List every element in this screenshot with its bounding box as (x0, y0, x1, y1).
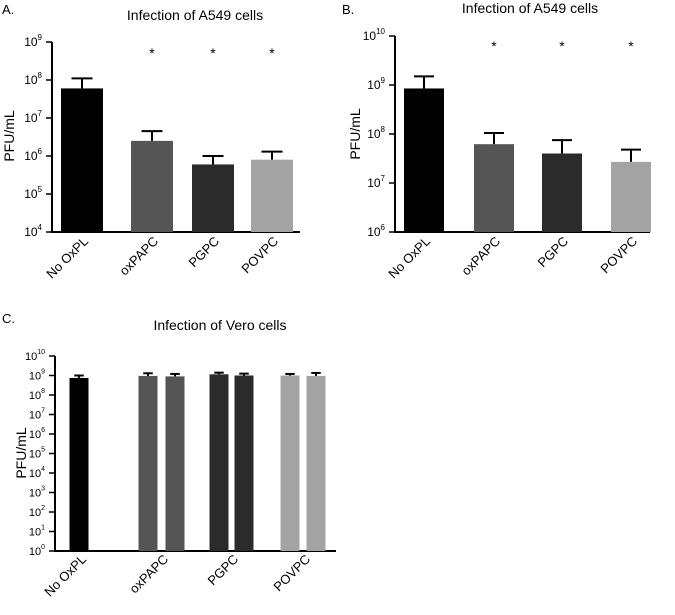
panel-label: B. (342, 2, 354, 17)
x-tick-label: POVPC (270, 552, 313, 595)
y-tick-label: 101 (29, 525, 45, 539)
x-tick-label: No OxPL (41, 552, 89, 600)
y-tick-label: 104 (29, 466, 45, 480)
bar (165, 376, 185, 551)
y-tick-label: 107 (367, 174, 385, 190)
bar (209, 374, 229, 551)
x-tick-label: oxPAPC (126, 552, 171, 597)
panel-label: A. (2, 2, 14, 17)
x-tick-label: POVPC (238, 234, 281, 277)
x-tick-label: POVPC (597, 234, 640, 277)
y-tick-label: 105 (24, 185, 42, 201)
significance-marker: * (210, 45, 216, 61)
y-axis-label: PFU/mL (13, 427, 29, 479)
x-tick-label: PGPC (534, 234, 571, 271)
y-tick-label: 100 (29, 544, 45, 558)
x-tick-label: No OxPL (43, 234, 91, 282)
bar (542, 153, 582, 232)
y-tick-label: 109 (29, 369, 45, 383)
y-tick-label: 107 (29, 408, 45, 422)
y-tick-label: 103 (29, 486, 45, 500)
significance-marker: * (149, 45, 155, 61)
x-tick-label: No OxPL (385, 234, 433, 282)
chart-title: Infection of A549 cells (462, 0, 598, 16)
x-tick-label: oxPAPC (116, 234, 161, 279)
significance-marker: * (491, 38, 497, 54)
bar (138, 375, 158, 551)
x-tick-label: PGPC (185, 234, 222, 271)
y-tick-label: 106 (367, 223, 385, 239)
y-tick-label: 106 (29, 427, 45, 441)
significance-marker: * (269, 45, 275, 61)
y-tick-label: 108 (367, 125, 385, 141)
y-tick-label: 108 (24, 71, 42, 87)
chart-panel-3: C. Infection of Vero cells PFU/mL 100 101 102… (2, 311, 336, 599)
y-tick-label: 102 (29, 505, 45, 519)
y-tick-label: 109 (24, 33, 42, 49)
bar (61, 88, 103, 232)
y-axis-label: PFU/mL (347, 108, 363, 160)
significance-marker: * (628, 38, 634, 54)
y-tick-label: 1010 (363, 27, 386, 43)
chart-title: Infection of A549 cells (127, 7, 263, 23)
chart-panel-2: B. Infection of A549 cells PFU/mL 106 107 108… (342, 0, 651, 281)
bar (474, 144, 514, 232)
y-tick-label: 1010 (25, 349, 45, 363)
y-tick-label: 109 (367, 76, 385, 92)
bar (69, 377, 89, 551)
bar (192, 164, 234, 232)
panel-label: C. (2, 311, 15, 326)
chart-title: Infection of Vero cells (153, 317, 286, 333)
bar (234, 375, 254, 551)
x-tick-label: oxPAPC (458, 234, 503, 279)
y-tick-label: 108 (29, 388, 45, 402)
bar (280, 375, 300, 551)
y-tick-label: 106 (24, 147, 42, 163)
y-axis-label: PFU/mL (1, 110, 17, 162)
y-tick-label: 104 (24, 223, 42, 239)
bar (251, 159, 293, 232)
bar (404, 88, 444, 233)
y-tick-label: 107 (24, 109, 42, 125)
significance-marker: * (559, 38, 565, 54)
bar (306, 375, 326, 551)
chart-panel-1: A. Infection of A549 cells PFU/mL 104 105 106… (1, 2, 300, 281)
x-tick-label: PGPC (204, 552, 241, 589)
y-tick-label: 105 (29, 447, 45, 461)
bar (131, 140, 173, 232)
bar (611, 161, 651, 232)
